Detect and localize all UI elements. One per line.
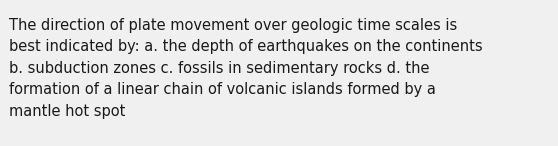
Text: The direction of plate movement over geologic time scales is
best indicated by: : The direction of plate movement over geo… — [9, 18, 483, 119]
